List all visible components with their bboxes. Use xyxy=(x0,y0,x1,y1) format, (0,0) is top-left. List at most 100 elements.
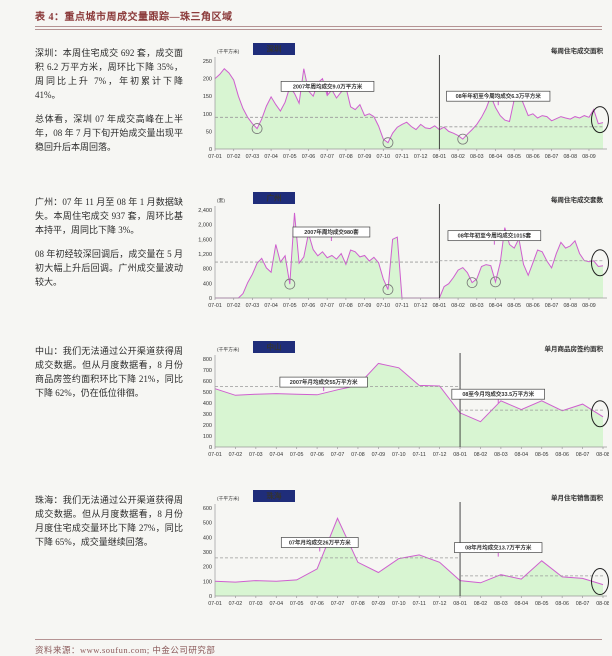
y-tick-label: 150 xyxy=(203,94,212,100)
annotation-box xyxy=(292,226,371,238)
x-tick-label: 08-08 xyxy=(563,154,577,160)
y-tick-label: 1,200 xyxy=(198,252,212,258)
header-rule xyxy=(35,26,602,30)
source-line: 资料来源：www.soufun.com; 中金公司研究部 xyxy=(35,644,602,656)
x-tick-label: 08-05 xyxy=(507,154,521,160)
y-tick-label: 400 xyxy=(203,281,212,287)
x-tick-label: 07-08 xyxy=(339,303,353,309)
chart-series-line xyxy=(214,517,604,586)
x-tick-label: 08-02 xyxy=(474,452,488,458)
y-tick-label: 100 xyxy=(203,434,212,440)
y-tick-label: 500 xyxy=(203,521,212,527)
unit-label: (千平方米) xyxy=(217,346,240,353)
x-tick-label: 07-01 xyxy=(208,601,222,607)
x-tick-label: 08-06 xyxy=(555,452,569,458)
x-tick-label: 07-12 xyxy=(433,601,447,607)
x-tick-label: 07-02 xyxy=(227,154,241,160)
annotation-box xyxy=(280,537,359,548)
x-tick-label: 08-01 xyxy=(453,601,467,607)
low-point-circle xyxy=(382,284,394,295)
section-zhuhai: 珠海：我们无法通过公开渠道获得周成交数据。但从月度数据看，8 月份月度住宅成交量… xyxy=(35,490,610,621)
annotation-box xyxy=(446,90,551,102)
x-tick-label: 08-04 xyxy=(489,154,503,160)
x-tick-label: 08-09 xyxy=(582,154,596,160)
x-tick-label: 07-05 xyxy=(290,452,304,458)
annotation-label: 08至今月均成交33.5万平方米 xyxy=(462,390,534,398)
x-tick-label: 08-02 xyxy=(451,303,465,309)
y-tick-label: 1,600 xyxy=(198,237,212,243)
x-tick-label: 07-12 xyxy=(414,303,428,309)
y-tick-label: 300 xyxy=(203,412,212,418)
y-tick-label: 300 xyxy=(203,550,212,556)
y-tick-label: 2,000 xyxy=(198,223,212,229)
latest-point-ellipse xyxy=(591,249,609,277)
x-tick-label: 07-07 xyxy=(320,303,334,309)
y-tick-label: 0 xyxy=(209,296,212,302)
x-tick-label: 07-02 xyxy=(227,303,241,309)
y-tick-label: 0 xyxy=(209,445,212,451)
x-tick-label: 08-03 xyxy=(494,601,508,607)
x-tick-label: 07-03 xyxy=(246,154,260,160)
x-tick-label: 07-07 xyxy=(331,452,345,458)
source-label: 资料来源： xyxy=(35,645,81,655)
chart-shenzhen: 0 50 100 150 200 250 07-01 07-02 07-03 07-04 07-05… xyxy=(185,43,609,174)
x-tick-label: 07-06 xyxy=(302,303,316,309)
commentary-paragraph: 广州：07 年 11 月至 08 年 1 月数据缺失。本周住宅成交 937 套，… xyxy=(35,197,183,235)
table-title-text: 重点城市周成交量跟踪—珠三角区域 xyxy=(64,12,233,23)
y-tick-label: 100 xyxy=(203,112,212,118)
y-tick-label: 800 xyxy=(203,267,212,273)
section-zhongshan: 中山：我们无法通过公开渠道获得周成交数据。但从月度数据看，8 月份商品房签约面积… xyxy=(35,341,610,472)
x-tick-label: 07-08 xyxy=(351,601,365,607)
city-label-box xyxy=(253,192,295,204)
chart-title: 单月商品房签约面积 xyxy=(545,344,604,353)
x-tick-label: 07-07 xyxy=(320,154,334,160)
y-tick-label: 200 xyxy=(203,565,212,571)
table-title: 表 4：重点城市周成交量跟踪—珠三角区域 xyxy=(35,8,604,23)
x-tick-label: 07-01 xyxy=(208,303,222,309)
x-tick-label: 08-01 xyxy=(433,303,447,309)
y-tick-label: 500 xyxy=(203,390,212,396)
commentary-paragraph: 总体看，深圳 07 年成交高峰在上半年，08 年 7 月下旬开始成交量出现平稳回… xyxy=(35,113,183,152)
x-tick-label: 08-07 xyxy=(545,303,559,309)
commentary-shenzhen: 深圳：本周住宅成交 692 套，成交面积 6.2 万平方米，周环比下降 35%，… xyxy=(35,43,183,165)
annotation-box xyxy=(447,230,542,242)
table-label: 表 4： xyxy=(35,12,65,23)
chart-title: 每周住宅成交套数 xyxy=(551,195,604,204)
unit-label: (套) xyxy=(217,197,225,204)
x-tick-label: 08-06 xyxy=(555,601,569,607)
low-point-circle xyxy=(466,277,478,288)
x-tick-label: 07-11 xyxy=(413,452,426,458)
latest-point-ellipse xyxy=(591,106,609,134)
chart-zhongshan: 0 100 200 300 400 500 600 700 800 07-01 07-02 07-03… xyxy=(185,341,610,472)
x-tick-label: 08-03 xyxy=(470,303,484,309)
x-tick-label: 08-05 xyxy=(535,452,549,458)
y-tick-label: 0 xyxy=(209,147,212,153)
chart-area xyxy=(215,212,603,298)
city-label-box xyxy=(253,341,295,353)
chart-svg: 0 400 800 1,200 1,600 2,000 2,400 07-01 07-02 07-… xyxy=(198,192,609,309)
table-header: 表 4：重点城市周成交量跟踪—珠三角区域 xyxy=(35,8,604,30)
x-tick-label: 07-02 xyxy=(229,601,243,607)
commentary-paragraph: 08 年初经较深回调后，成交量在 5 月初大幅上升后回调。广州成交量波动较大。 xyxy=(35,248,183,287)
x-tick-label: 07-12 xyxy=(414,154,428,160)
annotation-label: 07年月均成交26万平方米 xyxy=(289,538,351,546)
commentary-zhuhai: 珠海：我们无法通过公开渠道获得周成交数据。但从月度数据看，8 月份月度住宅成交量… xyxy=(35,490,183,560)
x-tick-label: 08-02 xyxy=(474,601,488,607)
chart-title: 单月住宅销售面积 xyxy=(551,493,604,502)
annotation-label: 08年月均成交13.7万平方米 xyxy=(465,544,532,552)
source-text: www.soufun.com; 中金公司研究部 xyxy=(80,645,216,655)
x-tick-label: 08-03 xyxy=(470,154,484,160)
y-tick-label: 2,400 xyxy=(198,208,212,214)
x-tick-label: 08-02 xyxy=(451,154,465,160)
chart-series-line xyxy=(214,67,604,144)
commentary-paragraph: 珠海：我们无法通过公开渠道获得周成交数据。但从月度数据看，8 月份月度住宅成交量… xyxy=(35,495,183,547)
annotation-label: 08年年初至今周均成交1015套 xyxy=(458,232,532,240)
x-tick-label: 07-05 xyxy=(283,303,297,309)
x-tick-label: 07-10 xyxy=(392,452,406,458)
x-tick-label: 07-11 xyxy=(395,154,408,160)
x-tick-label: 08-04 xyxy=(515,452,529,458)
chart-area xyxy=(215,363,603,447)
x-tick-label: 07-01 xyxy=(208,154,222,160)
x-tick-label: 07-06 xyxy=(302,154,316,160)
